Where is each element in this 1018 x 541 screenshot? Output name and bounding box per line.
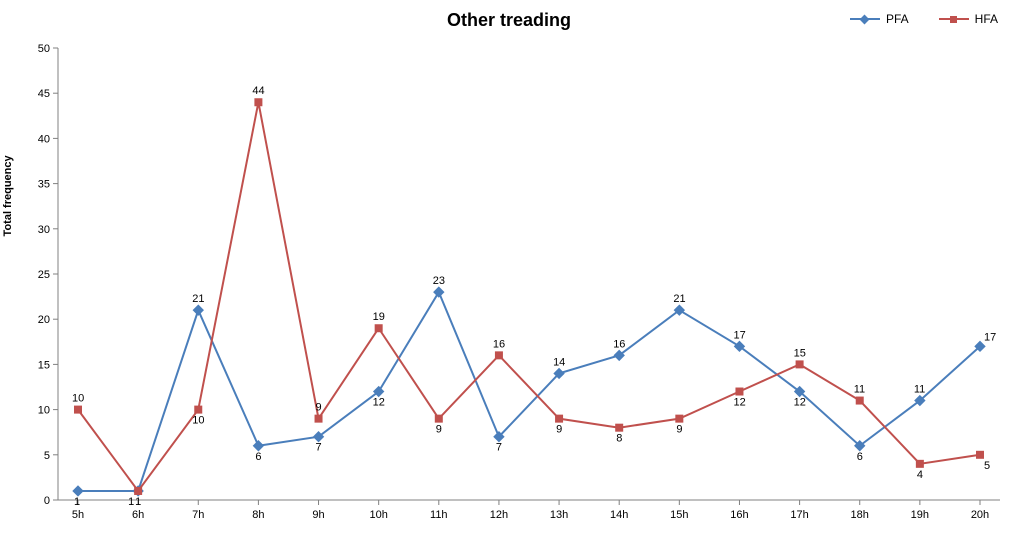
svg-text:0: 0	[44, 495, 50, 507]
svg-text:14h: 14h	[610, 509, 628, 521]
svg-text:16: 16	[613, 338, 625, 350]
svg-text:1: 1	[128, 496, 134, 508]
svg-text:23: 23	[433, 275, 445, 287]
chart-container: Other treading PFA HFA Total frequency 0…	[0, 0, 1018, 541]
svg-text:15: 15	[794, 347, 806, 359]
svg-text:19: 19	[373, 311, 385, 323]
svg-text:14: 14	[553, 356, 565, 368]
svg-text:35: 35	[38, 179, 50, 191]
svg-text:9h: 9h	[312, 509, 324, 521]
svg-text:16h: 16h	[730, 509, 748, 521]
svg-text:40: 40	[38, 133, 50, 145]
svg-text:17h: 17h	[790, 509, 808, 521]
svg-text:30: 30	[38, 224, 50, 236]
svg-text:1: 1	[74, 496, 80, 508]
svg-text:17: 17	[984, 331, 996, 343]
svg-text:16: 16	[493, 338, 505, 350]
svg-text:12: 12	[794, 397, 806, 409]
svg-text:19h: 19h	[911, 509, 929, 521]
svg-text:8h: 8h	[252, 509, 264, 521]
svg-text:18h: 18h	[851, 509, 869, 521]
svg-text:12h: 12h	[490, 509, 508, 521]
svg-text:12: 12	[733, 397, 745, 409]
svg-text:9: 9	[436, 424, 442, 436]
svg-text:11h: 11h	[430, 509, 448, 521]
svg-text:21: 21	[192, 293, 204, 305]
svg-text:7: 7	[496, 442, 502, 454]
chart-plot: 051015202530354045505h6h7h8h9h10h11h12h1…	[0, 0, 1018, 541]
svg-text:6h: 6h	[132, 509, 144, 521]
svg-text:5: 5	[984, 460, 990, 472]
svg-text:9: 9	[676, 424, 682, 436]
svg-text:25: 25	[38, 269, 50, 281]
svg-text:7h: 7h	[192, 509, 204, 521]
svg-text:11: 11	[854, 384, 865, 396]
svg-text:5: 5	[44, 450, 50, 462]
svg-text:6: 6	[857, 451, 863, 463]
svg-text:9: 9	[316, 402, 322, 414]
svg-text:7: 7	[316, 442, 322, 454]
svg-text:50: 50	[38, 43, 50, 55]
svg-text:15: 15	[38, 359, 50, 371]
svg-text:15h: 15h	[670, 509, 688, 521]
svg-text:13h: 13h	[550, 509, 568, 521]
svg-text:5h: 5h	[72, 509, 84, 521]
svg-text:45: 45	[38, 88, 50, 100]
svg-text:20: 20	[38, 314, 50, 326]
svg-text:11: 11	[914, 384, 925, 396]
svg-text:10: 10	[192, 415, 204, 427]
svg-text:8: 8	[616, 433, 622, 445]
svg-text:1: 1	[135, 496, 141, 508]
svg-text:9: 9	[556, 424, 562, 436]
svg-text:10: 10	[72, 393, 84, 405]
svg-text:6: 6	[255, 451, 261, 463]
svg-text:20h: 20h	[971, 509, 989, 521]
svg-text:21: 21	[673, 293, 685, 305]
svg-text:44: 44	[252, 85, 264, 97]
svg-text:10: 10	[38, 405, 50, 417]
svg-text:17: 17	[733, 329, 745, 341]
svg-text:12: 12	[373, 397, 385, 409]
svg-text:4: 4	[917, 469, 923, 481]
svg-text:10h: 10h	[369, 509, 387, 521]
